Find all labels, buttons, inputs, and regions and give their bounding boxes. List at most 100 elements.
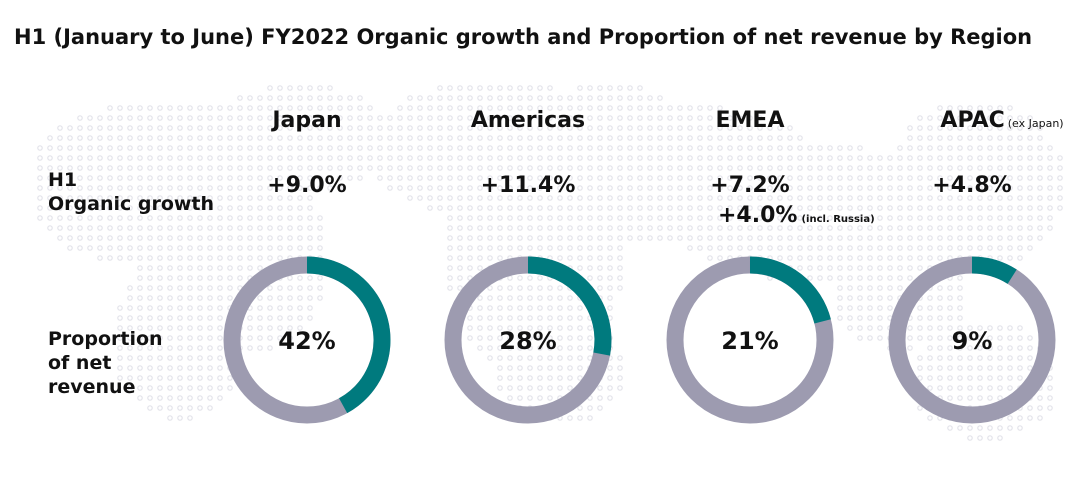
map-dot xyxy=(117,235,123,241)
map-dot xyxy=(527,175,533,181)
map-dot xyxy=(177,395,183,401)
map-dot xyxy=(887,185,893,191)
map-dot xyxy=(617,365,623,371)
map-dot xyxy=(257,255,263,261)
map-dot xyxy=(947,295,953,301)
map-dot xyxy=(1017,335,1023,341)
map-dot xyxy=(287,165,293,171)
map-dot xyxy=(757,115,763,121)
map-dot xyxy=(177,145,183,151)
map-dot xyxy=(1037,155,1043,161)
map-dot xyxy=(817,175,823,181)
map-dot xyxy=(507,135,513,141)
map-dot xyxy=(777,245,783,251)
map-dot xyxy=(637,165,643,171)
map-dot xyxy=(697,125,703,131)
map-dot xyxy=(1017,215,1023,221)
map-dot xyxy=(207,245,213,251)
map-dot xyxy=(367,165,373,171)
map-dot xyxy=(167,185,173,191)
map-dot xyxy=(977,165,983,171)
map-dot xyxy=(637,155,643,161)
map-dot xyxy=(577,235,583,241)
map-dot xyxy=(177,295,183,301)
map-dot xyxy=(577,85,583,91)
map-dot xyxy=(137,165,143,171)
map-dot xyxy=(917,175,923,181)
map-dot xyxy=(127,235,133,241)
map-dot xyxy=(567,375,573,381)
map-dot xyxy=(537,285,543,291)
map-dot xyxy=(297,295,303,301)
map-dot xyxy=(37,175,43,181)
map-dot xyxy=(567,235,573,241)
map-dot xyxy=(947,365,953,371)
map-dot xyxy=(197,205,203,211)
map-dot xyxy=(37,185,43,191)
map-dot xyxy=(557,95,563,101)
map-dot xyxy=(157,125,163,131)
map-dot xyxy=(47,225,53,231)
map-dot xyxy=(647,195,653,201)
map-dot xyxy=(617,105,623,111)
map-dot xyxy=(517,145,523,151)
map-dot xyxy=(937,165,943,171)
map-dot xyxy=(517,315,523,321)
map-dot xyxy=(877,295,883,301)
map-dot xyxy=(417,145,423,151)
map-dot xyxy=(687,205,693,211)
map-dot xyxy=(507,385,513,391)
map-dot xyxy=(1047,205,1053,211)
map-dot xyxy=(197,395,203,401)
map-dot xyxy=(537,105,543,111)
map-dot xyxy=(177,325,183,331)
map-dot xyxy=(607,235,613,241)
map-dot xyxy=(717,225,723,231)
map-dot xyxy=(347,155,353,161)
map-dot xyxy=(187,395,193,401)
map-dot xyxy=(117,315,123,321)
map-dot xyxy=(627,235,633,241)
map-dot xyxy=(647,225,653,231)
map-dot xyxy=(557,175,563,181)
map-dot xyxy=(327,125,333,131)
map-dot xyxy=(937,285,943,291)
map-dot xyxy=(77,195,83,201)
map-dot xyxy=(537,145,543,151)
map-dot xyxy=(167,145,173,151)
map-dot xyxy=(677,205,683,211)
map-dot xyxy=(697,115,703,121)
map-dot xyxy=(947,115,953,121)
map-dot xyxy=(537,275,543,281)
map-dot xyxy=(217,135,223,141)
map-dot xyxy=(277,155,283,161)
map-dot xyxy=(157,255,163,261)
map-dot xyxy=(167,285,173,291)
map-dot xyxy=(467,325,473,331)
map-dot xyxy=(1017,205,1023,211)
map-dot xyxy=(177,405,183,411)
map-dot xyxy=(937,105,943,111)
map-dot xyxy=(47,185,53,191)
map-dot xyxy=(437,185,443,191)
map-dot xyxy=(497,155,503,161)
map-dot xyxy=(247,175,253,181)
map-dot xyxy=(227,135,233,141)
map-dot xyxy=(947,425,953,431)
map-dot xyxy=(997,395,1003,401)
map-dot xyxy=(927,415,933,421)
map-dot xyxy=(667,175,673,181)
map-dot xyxy=(427,155,433,161)
map-dot xyxy=(277,215,283,221)
map-dot xyxy=(517,105,523,111)
map-dot xyxy=(147,175,153,181)
map-dot xyxy=(327,185,333,191)
map-dot xyxy=(487,155,493,161)
map-dot xyxy=(247,125,253,131)
map-dot xyxy=(747,175,753,181)
map-dot xyxy=(797,175,803,181)
map-dot xyxy=(277,305,283,311)
map-dot xyxy=(287,325,293,331)
map-dot xyxy=(197,325,203,331)
map-dot xyxy=(837,205,843,211)
